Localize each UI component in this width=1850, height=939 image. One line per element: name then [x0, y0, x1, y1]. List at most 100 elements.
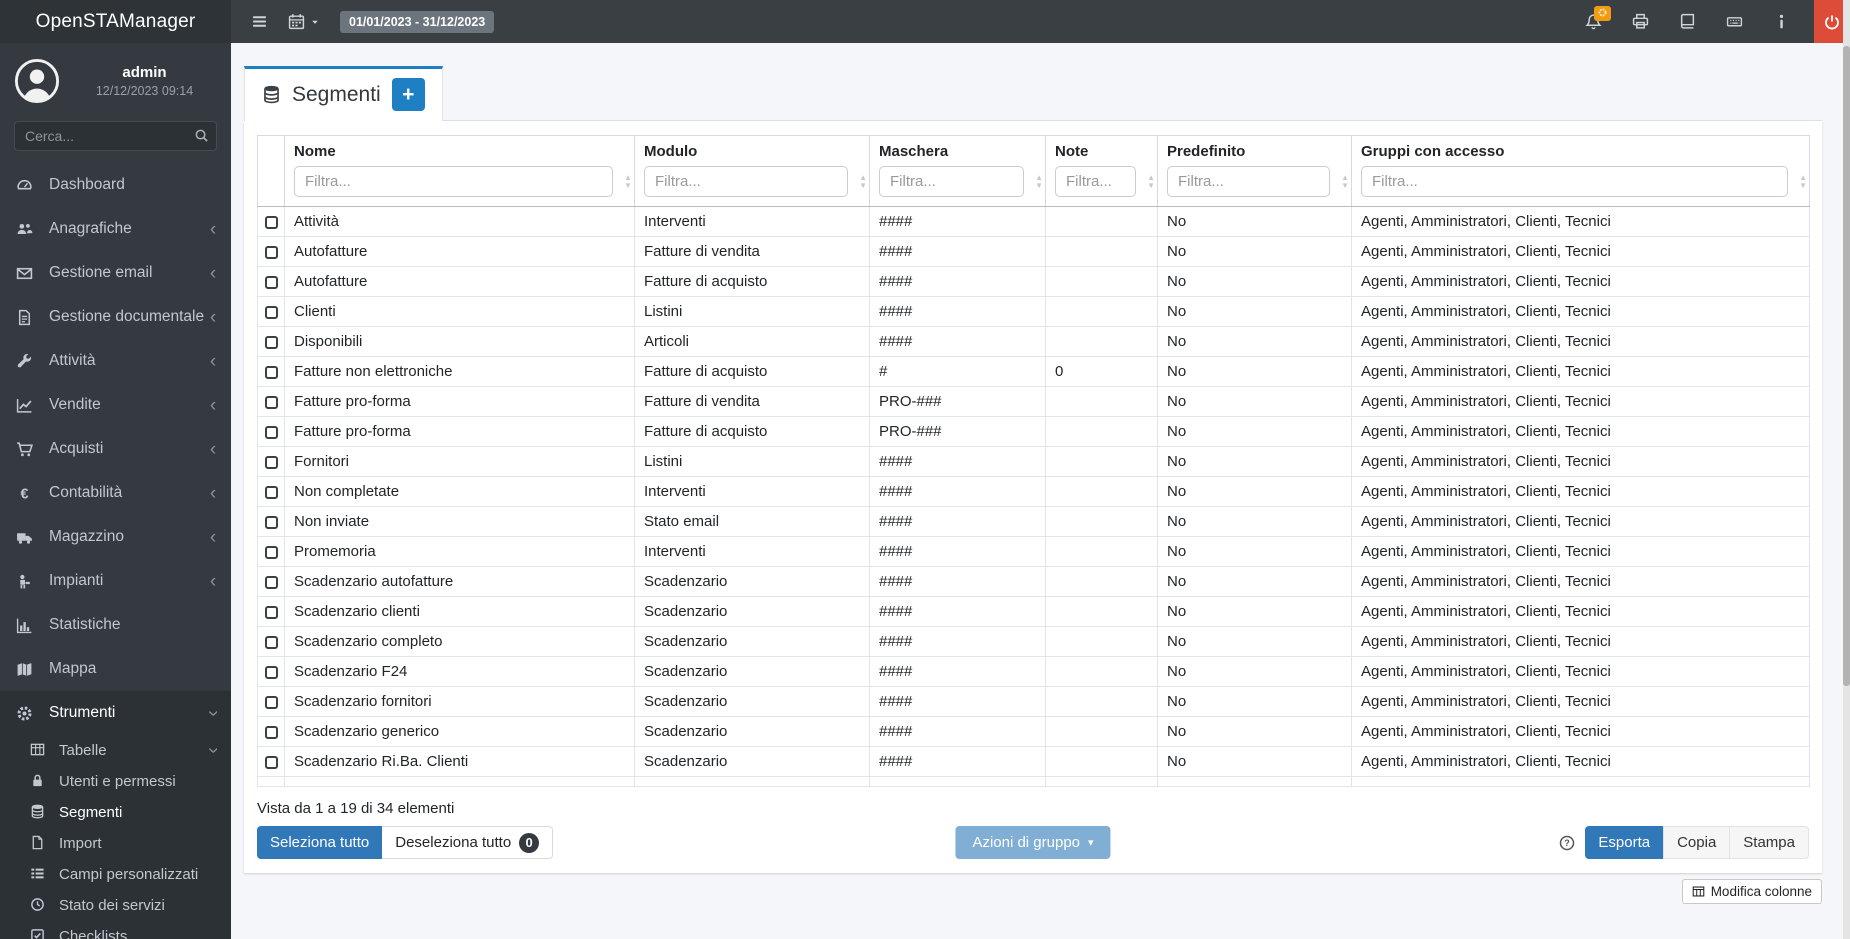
add-record-button[interactable]: +: [391, 78, 425, 111]
row-checkbox[interactable]: [264, 755, 278, 769]
row-checkbox[interactable]: [264, 275, 278, 289]
table-row[interactable]: Fatture pro-forma Fatture di vendita PRO…: [257, 386, 1810, 417]
filter-input-predefinito[interactable]: [1167, 166, 1330, 197]
table-row[interactable]: Autofatture Fatture di acquisto #### No …: [257, 266, 1810, 297]
row-checkbox[interactable]: [264, 245, 278, 259]
row-checkbox[interactable]: [264, 635, 278, 649]
row-checkbox[interactable]: [264, 395, 278, 409]
sidebar-item-mappa[interactable]: Mappa ‹: [0, 647, 231, 691]
edit-columns-button[interactable]: Modifica colonne: [1681, 879, 1822, 904]
info-button[interactable]: [1773, 13, 1790, 30]
sidebar-item-stato-dei-servizi[interactable]: Stato dei servizi ‹: [0, 890, 231, 921]
sidebar-item-campi-personalizzati[interactable]: Campi personalizzati ‹: [0, 859, 231, 890]
notifications-button[interactable]: [1585, 6, 1611, 30]
export-button[interactable]: Esporta: [1585, 826, 1664, 859]
filter-input-maschera[interactable]: [879, 166, 1024, 197]
sidebar-item-tabelle[interactable]: Tabelle ‹: [0, 735, 231, 766]
table-row[interactable]: Fatture non elettroniche Fatture di acqu…: [257, 356, 1810, 387]
search-icon[interactable]: [194, 128, 209, 143]
cell-modulo: Fatture di vendita: [634, 236, 870, 267]
sidebar-item-statistiche[interactable]: Statistiche ‹: [0, 603, 231, 647]
row-checkbox[interactable]: [264, 545, 278, 559]
sidebar-item-gestione-email[interactable]: Gestione email ‹: [0, 251, 231, 295]
print-button[interactable]: [1632, 13, 1649, 30]
filter-input-note[interactable]: [1055, 166, 1136, 197]
sort-arrows-icon[interactable]: ▲ ▼: [1035, 173, 1043, 190]
row-checkbox[interactable]: [264, 695, 278, 709]
shortcuts-button[interactable]: [1726, 13, 1743, 30]
row-checkbox[interactable]: [264, 425, 278, 439]
row-checkbox[interactable]: [264, 455, 278, 469]
period-picker[interactable]: [288, 13, 320, 30]
sort-arrows-icon[interactable]: ▲ ▼: [859, 173, 867, 190]
sidebar-item-magazzino[interactable]: Magazzino ‹: [0, 515, 231, 559]
row-checkbox[interactable]: [264, 215, 278, 229]
row-checkbox[interactable]: [264, 515, 278, 529]
row-checkbox[interactable]: [264, 575, 278, 589]
sidebar-item-strumenti[interactable]: Strumenti ‹: [0, 691, 231, 735]
scrollbar-thumb[interactable]: [1843, 46, 1850, 686]
sort-arrows-icon[interactable]: ▲ ▼: [1341, 173, 1349, 190]
sidebar-item-contabilit[interactable]: € Contabilità ‹: [0, 471, 231, 515]
table-row[interactable]: Fatture pro-forma Fatture di acquisto PR…: [257, 416, 1810, 447]
sidebar-item-impianti[interactable]: Impianti ‹: [0, 559, 231, 603]
table-row[interactable]: Promemoria Interventi #### No Agenti, Am…: [257, 536, 1810, 567]
calendar-icon[interactable]: [288, 13, 305, 30]
table-row[interactable]: Scadenzario autofatture Scadenzario ####…: [257, 566, 1810, 597]
print-table-button[interactable]: Stampa: [1730, 826, 1809, 859]
row-checkbox[interactable]: [264, 665, 278, 679]
filter-input-modulo[interactable]: [644, 166, 848, 197]
help-icon[interactable]: ?: [1559, 835, 1575, 851]
avatar[interactable]: [14, 58, 60, 104]
table-row[interactable]: Disponibili Articoli #### No Agenti, Amm…: [257, 326, 1810, 357]
row-checkbox[interactable]: [264, 725, 278, 739]
sidebar-item-checklists[interactable]: Checklists ‹: [0, 921, 231, 939]
group-actions-button[interactable]: Azioni di gruppo ▾: [955, 826, 1111, 859]
cell-predefinito: No: [1157, 356, 1352, 387]
deselect-all-button[interactable]: Deseleziona tutto 0: [382, 826, 554, 859]
sidebar-item-attivit[interactable]: Attività ‹: [0, 339, 231, 383]
docs-button[interactable]: [1679, 13, 1696, 30]
table-row[interactable]: Scadenzario Ri.Ba. Clienti Scadenzario #…: [257, 746, 1810, 777]
menu-icon[interactable]: [251, 13, 268, 30]
sort-arrows-icon[interactable]: ▲ ▼: [1147, 173, 1155, 190]
table-row[interactable]: Scadenzario F24 Scadenzario #### No Agen…: [257, 656, 1810, 687]
copy-button[interactable]: Copia: [1663, 826, 1731, 859]
table-row[interactable]: Attività Interventi #### No Agenti, Ammi…: [257, 206, 1810, 237]
date-range-badge[interactable]: 01/01/2023 - 31/12/2023: [340, 10, 495, 33]
sidebar-item-anagrafiche[interactable]: Anagrafiche ‹: [0, 207, 231, 251]
sidebar-item-gestione-documentale[interactable]: Gestione documentale ‹: [0, 295, 231, 339]
row-checkbox[interactable]: [264, 605, 278, 619]
sort-arrows-icon[interactable]: ▲ ▼: [1799, 173, 1807, 190]
sidebar-item-dashboard[interactable]: Dashboard ‹: [0, 163, 231, 207]
sort-arrows-icon[interactable]: ▲ ▼: [624, 173, 632, 190]
tab-segmenti[interactable]: Segmenti +: [244, 66, 443, 121]
table-row[interactable]: Clienti Listini #### No Agenti, Amminist…: [257, 296, 1810, 327]
table-row[interactable]: Non inviate Stato email #### No Agenti, …: [257, 506, 1810, 537]
chevron-left-icon: ‹: [209, 482, 217, 504]
select-all-button[interactable]: Seleziona tutto: [257, 826, 383, 859]
filter-input-nome[interactable]: [294, 166, 613, 197]
checkbox-column-header: [257, 135, 285, 207]
filter-input-gruppi-con-accesso[interactable]: [1361, 166, 1788, 197]
sidebar-item-label: Strumenti: [49, 704, 116, 721]
sidebar-item-utenti-e-permessi[interactable]: Utenti e permessi ‹: [0, 766, 231, 797]
row-checkbox[interactable]: [264, 335, 278, 349]
table-row[interactable]: Scadenzario clienti Scadenzario #### No …: [257, 596, 1810, 627]
table-row[interactable]: Autofatture Fatture di vendita #### No A…: [257, 236, 1810, 267]
table-row[interactable]: Scadenzario generico Scadenzario #### No…: [257, 716, 1810, 747]
sidebar-item-vendite[interactable]: Vendite ‹: [0, 383, 231, 427]
page-scrollbar[interactable]: [1843, 0, 1850, 939]
row-checkbox[interactable]: [264, 305, 278, 319]
sidebar-item-import[interactable]: Import ‹: [0, 828, 231, 859]
row-checkbox[interactable]: [264, 485, 278, 499]
table-row[interactable]: Scadenzario fornitori Scadenzario #### N…: [257, 686, 1810, 717]
sidebar-search-input[interactable]: [14, 121, 217, 151]
table-row[interactable]: Scadenzario completo Scadenzario #### No…: [257, 626, 1810, 657]
table-row[interactable]: Fornitori Listini #### No Agenti, Ammini…: [257, 446, 1810, 477]
sidebar: admin 12/12/2023 09:14 Dashboard ‹ Anagr…: [0, 43, 231, 939]
row-checkbox[interactable]: [264, 365, 278, 379]
sidebar-item-segmenti[interactable]: Segmenti ‹: [0, 797, 231, 828]
table-row[interactable]: Non completate Interventi #### No Agenti…: [257, 476, 1810, 507]
sidebar-item-acquisti[interactable]: Acquisti ‹: [0, 427, 231, 471]
